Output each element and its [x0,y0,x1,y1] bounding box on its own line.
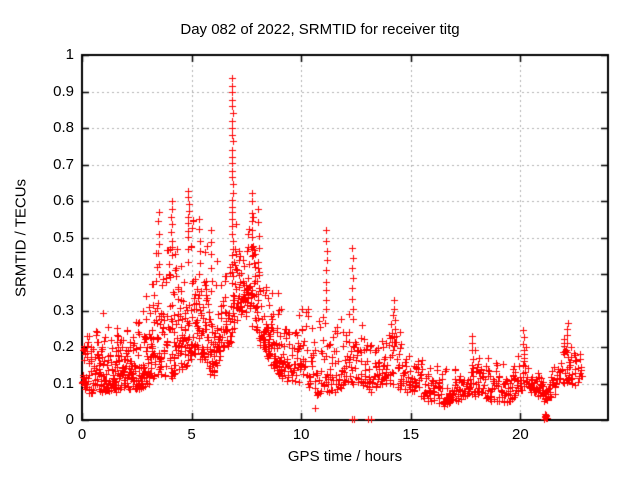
y-tick-label: 0.5 [53,228,74,246]
y-tick-label: 0 [65,411,74,428]
y-tick-label: 1 [65,46,74,63]
y-tick-label: 0.6 [53,192,74,209]
y-tick-label: 0.7 [53,155,74,173]
y-tick-label: 0.9 [53,82,74,100]
x-tick-label: 20 [511,426,529,443]
y-tick-label: 0.2 [53,338,74,355]
x-tick-label: 10 [292,426,310,443]
chart-title: Day 082 of 2022, SRMTID for receiver tit… [180,21,460,38]
x-axis-title: GPS time / hours [287,448,403,465]
y-tick-label: 0.8 [53,119,74,136]
x-tick-label: 15 [402,426,420,443]
y-tick-label: 0.3 [53,301,74,319]
x-tick-label: 5 [187,426,196,443]
x-tick-label: 0 [77,426,87,443]
y-tick-label: 0.4 [53,265,74,282]
y-tick-label: 0.1 [53,374,74,392]
